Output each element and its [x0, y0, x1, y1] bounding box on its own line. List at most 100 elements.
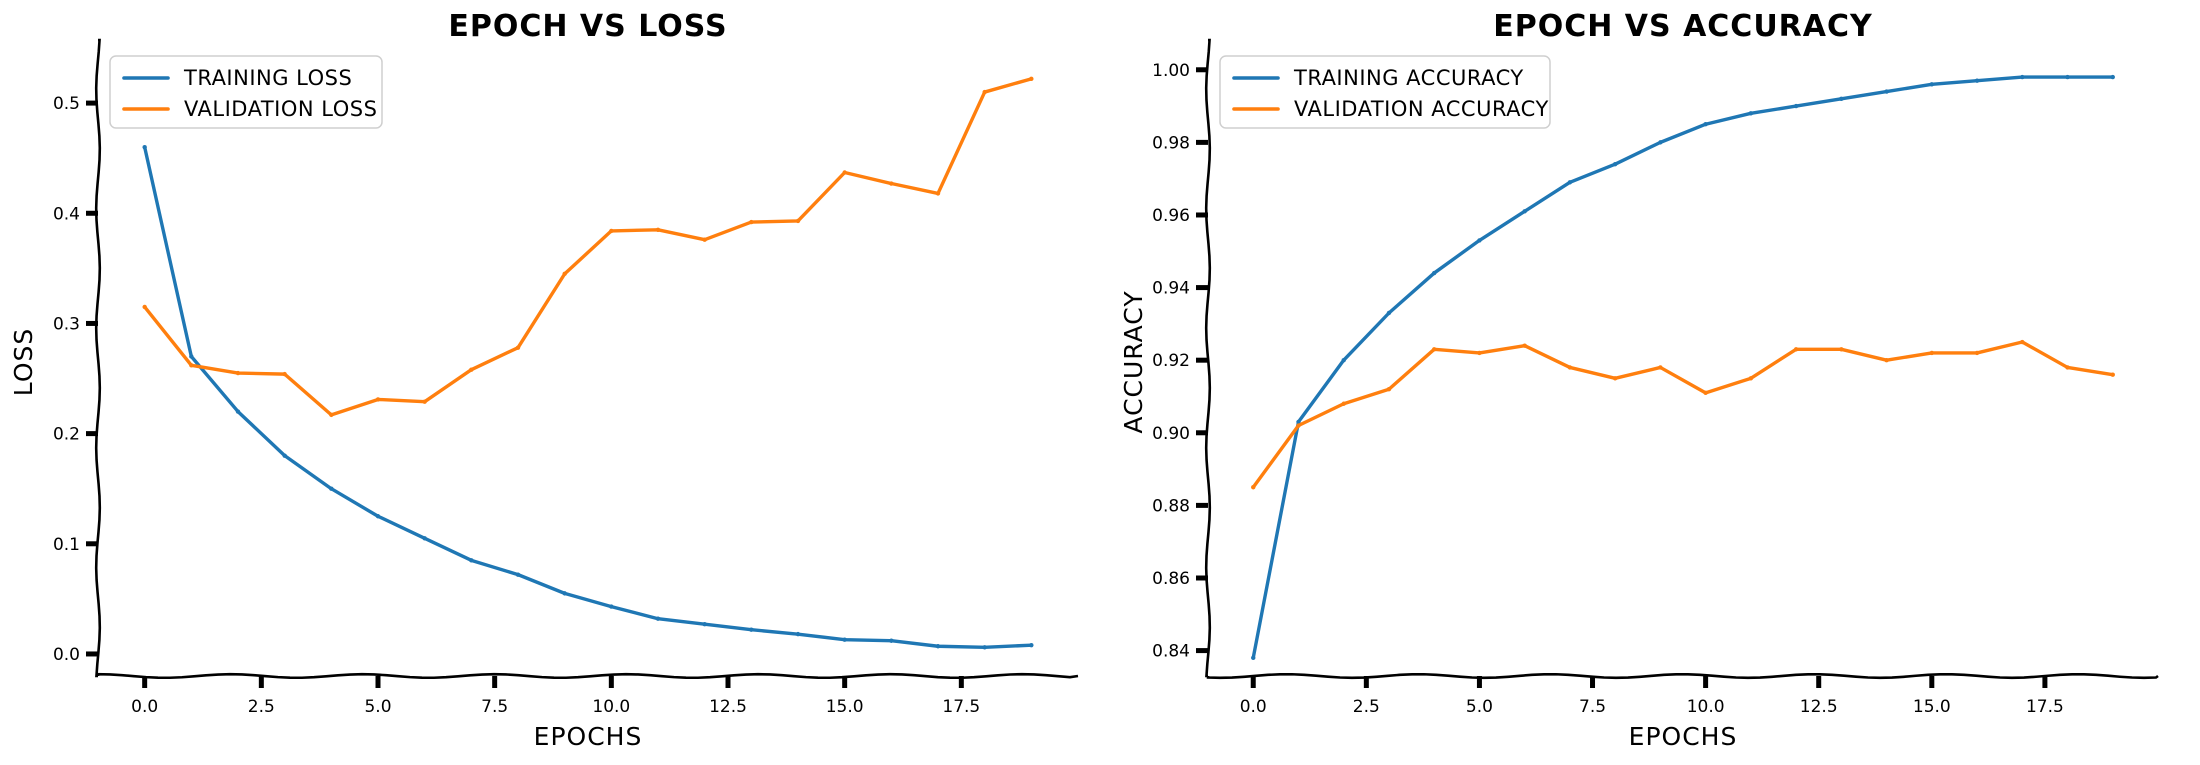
training-loss-point [235, 409, 241, 414]
accuracy-y-axis-label: ACCURACY [1119, 290, 1148, 433]
accuracy-x-tick-label: 12.5 [1800, 697, 1838, 717]
validation-loss-point [842, 170, 847, 175]
loss-chart-title: EPOCH VS LOSS [448, 9, 727, 44]
validation-loss-point [749, 219, 754, 225]
accuracy-y-tick-label: 0.86 [1152, 569, 1190, 589]
validation-accuracy-point [2110, 372, 2115, 377]
training-accuracy-point [2110, 74, 2115, 80]
loss-x-tick-label: 2.5 [248, 697, 275, 717]
validation-loss-line [142, 77, 1034, 417]
training-loss-point [655, 616, 661, 621]
training-loss-point [515, 572, 521, 577]
training-loss-point [795, 631, 801, 637]
validation-loss-point [609, 228, 614, 234]
training-accuracy-point [1658, 140, 1663, 145]
validation-accuracy-point [1567, 365, 1573, 370]
training-loss-point [282, 453, 287, 458]
training-loss-line [142, 145, 1034, 650]
training-accuracy-point [1477, 238, 1482, 243]
loss-x-tick-label: 17.5 [942, 697, 980, 717]
training-accuracy-point [1974, 78, 1980, 83]
validation-accuracy-point [1477, 350, 1482, 356]
validation-accuracy-point [1748, 376, 1754, 381]
training-accuracy-point [1884, 89, 1889, 94]
validation-accuracy-point [1884, 357, 1889, 363]
training-accuracy-point [1296, 419, 1301, 425]
validation-loss-point [422, 399, 427, 404]
training-loss-point [842, 637, 847, 642]
accuracy-y-tick-label: 0.94 [1152, 279, 1190, 299]
validation-loss-point [702, 237, 707, 242]
training-loss-point [562, 591, 567, 596]
validation-loss-point [375, 397, 381, 402]
training-accuracy-point [1748, 111, 1754, 116]
training-accuracy-point [2065, 74, 2070, 80]
loss-x-axis-spine [96, 672, 1079, 680]
accuracy-x-axis-spine [1206, 672, 2159, 680]
training-loss-point [189, 354, 194, 359]
training-accuracy-point [2020, 74, 2025, 80]
loss-y-tick-label: 0.2 [53, 425, 80, 445]
accuracy-x-tick-label: 5.0 [1466, 697, 1493, 717]
validation-accuracy-point [1658, 365, 1663, 370]
accuracy-x-tick-label: 10.0 [1687, 697, 1725, 717]
loss-x-tick-label: 7.5 [481, 697, 508, 717]
loss-y-axis-spine [94, 38, 102, 678]
validation-accuracy-point [1793, 347, 1799, 352]
accuracy-chart: EPOCH VS ACCURACY EPOCHS ACCURACY 0.84 0.86 0… [1119, 9, 2159, 751]
validation-loss-point [282, 371, 287, 377]
training-loss-point [982, 645, 987, 650]
validation-accuracy-point [1839, 347, 1844, 352]
training-loss-point [142, 144, 147, 150]
loss-chart: EPOCH VS LOSS EPOCHS LOSS 0.0 0.1 0.2 0.3 0.4 0.… [9, 9, 1079, 751]
validation-accuracy-point [2020, 339, 2025, 345]
validation-loss-point [515, 345, 521, 350]
training-loss-point [749, 627, 754, 632]
validation-loss-point [189, 363, 194, 368]
validation-loss-point [982, 89, 987, 95]
validation-accuracy-point [1929, 350, 1935, 356]
accuracy-y-tick-label: 0.90 [1152, 424, 1190, 444]
loss-x-tick-label: 12.5 [709, 697, 747, 717]
accuracy-x-axis-label: EPOCHS [1629, 722, 1738, 751]
validation-loss-legend-label: VALIDATION LOSS [184, 97, 377, 121]
training-accuracy-point [1431, 270, 1437, 276]
training-loss-point [889, 638, 894, 643]
loss-x-tick-label: 15.0 [826, 697, 864, 717]
validation-loss-point [562, 271, 567, 277]
loss-y-tick-label: 0.0 [53, 645, 80, 665]
validation-loss-point [655, 227, 661, 232]
training-accuracy-point [1386, 310, 1392, 316]
training-accuracy-point [1929, 82, 1935, 87]
loss-x-tick-label: 5.0 [364, 697, 391, 717]
validation-accuracy-point [1703, 390, 1708, 396]
training-loss-point [702, 622, 707, 627]
training-accuracy-line [1251, 75, 2115, 660]
validation-accuracy-point [1341, 401, 1346, 406]
validation-loss-point [469, 367, 474, 372]
training-accuracy-point [1839, 96, 1844, 102]
validation-accuracy-point [1296, 423, 1301, 428]
validation-accuracy-line [1251, 340, 2115, 489]
validation-loss-point [329, 412, 334, 418]
loss-y-tick-label: 0.1 [53, 535, 80, 555]
validation-accuracy-point [1386, 387, 1392, 392]
accuracy-x-tick-label: 7.5 [1579, 697, 1606, 717]
validation-accuracy-legend-label: VALIDATION ACCURACY [1294, 97, 1549, 121]
validation-loss-point [795, 218, 801, 224]
loss-legend: TRAINING LOSS VALIDATION LOSS [109, 55, 383, 129]
training-accuracy-point [1703, 122, 1708, 127]
loss-x-tick-label: 0.0 [131, 697, 158, 717]
validation-loss-point [142, 304, 147, 310]
loss-y-axis-label: LOSS [9, 328, 38, 396]
validation-accuracy-point [1522, 343, 1527, 348]
training-accuracy-point [1341, 357, 1346, 363]
accuracy-y-tick-label: 0.88 [1152, 496, 1190, 516]
training-loss-point [375, 514, 381, 519]
accuracy-chart-title: EPOCH VS ACCURACY [1493, 9, 1873, 44]
training-loss-point [329, 486, 334, 491]
accuracy-x-tick-label: 0.0 [1240, 697, 1267, 717]
accuracy-x-tick-label: 15.0 [1913, 697, 1951, 717]
